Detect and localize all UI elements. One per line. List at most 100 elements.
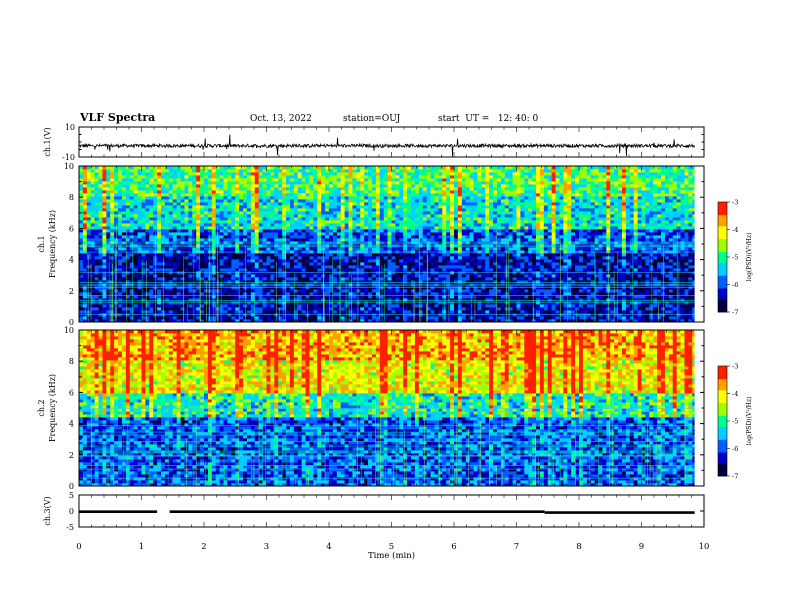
spectrogram-cell [161,181,166,185]
spectrogram-cell [106,187,111,191]
spectrogram-cell [325,241,330,245]
spectrogram-cell [336,184,342,188]
spectrogram-cell [301,184,306,188]
spectrogram-cell [157,277,162,281]
spectrogram-cell [379,169,385,173]
spectrogram-cell [387,319,392,323]
spectrogram-cell [375,298,381,302]
spectrogram-cell [246,166,252,170]
spectrogram-cell [227,295,232,299]
spectrogram-cell [305,217,310,221]
spectrogram-cell [94,214,99,218]
spectrogram-cell [184,199,189,203]
spectrogram-cell [188,193,193,197]
spectrogram-cell [340,214,346,218]
spectrogram-cell [434,199,439,203]
spectrogram-cell [176,277,181,281]
spectrogram-cell [204,166,209,170]
spectrogram-cell [161,250,166,254]
spectrogram-cell [278,220,283,224]
spectrogram-cell [371,190,377,194]
spectrogram-cell [426,265,431,269]
spectrogram-cell [114,292,119,296]
spectrogram-cell [86,175,92,179]
spectrogram-cell [434,289,439,293]
spectrogram-cell [149,262,154,266]
spectrogram-cell [231,202,236,206]
spectrogram-cell [364,298,369,302]
spectrogram-cell [129,256,135,260]
spectrogram-cell [438,310,443,314]
spectrogram-cell [348,304,353,308]
spectrogram-cell [82,232,88,236]
spectrogram-cell [274,193,279,197]
spectrogram-cell [141,277,146,281]
spectrogram-cell [395,247,400,251]
spectrogram-cell [79,232,84,236]
spectrogram-cell [172,319,178,323]
spectrogram-cell [387,256,392,260]
spectrogram-cell [114,274,119,278]
spectrogram-cell [286,184,291,188]
spectrogram-cell [133,226,138,230]
spectrogram-cell [305,298,310,302]
spectrogram-cell [258,211,263,215]
spectrogram-cell [426,211,431,215]
spectrogram-cell [426,181,431,185]
spectrogram-cell [172,175,178,179]
spectrogram-cell [258,217,263,221]
spectrogram-cell [403,307,408,311]
spectrogram-cell [356,166,361,170]
spectrogram-cell [121,265,127,269]
spectrogram-cell [157,256,162,260]
spectrogram-cell [82,274,88,278]
spectrogram-cell [430,226,435,230]
spectrogram-cell [371,250,377,254]
spectrogram-cell [121,199,127,203]
spectrogram-cell [356,226,361,230]
spectrogram-cell [207,304,213,308]
spectrogram-cell [282,259,287,263]
spectrogram-cell [356,190,361,194]
spectrogram-cell [360,298,365,302]
spectrogram-cell [383,235,388,239]
spectrogram-cell [254,265,260,269]
spectrogram-cell [94,292,99,296]
spectrogram-cell [399,235,404,239]
spectrogram-cell [102,295,107,299]
spectrogram-cell [309,199,314,203]
spectrogram-cell [79,199,84,203]
spectrogram-cell [133,208,138,212]
spectrogram-cell [106,262,111,266]
spectrogram-cell [282,295,287,299]
spectrogram-cell [375,304,381,308]
spectrogram-cell [297,193,303,197]
spectrogram-cell [172,184,178,188]
spectrogram-cell [141,259,146,263]
spectrogram-cell [391,208,396,212]
spectrogram-cell [168,310,174,314]
spectrogram-cell [172,292,178,296]
spectrogram-cell [430,169,435,173]
spectrogram-cell [426,226,431,230]
spectrogram-cell [286,238,291,242]
spectrogram-cell [379,235,385,239]
spectrogram-cell [422,307,428,311]
spectrogram-cell [188,298,193,302]
spectrogram-cell [125,235,131,239]
spectrogram-cell [426,214,431,218]
spectrogram-cell [250,199,256,203]
spectrogram-cell [434,301,439,305]
spectrogram-cell [137,268,142,272]
spectrogram-cell [278,169,283,173]
spectrogram-cell [371,205,377,209]
spectrogram-cell [278,190,283,194]
spectrogram-cell [118,199,123,203]
spectrogram-cell [387,169,392,173]
spectrogram-cell [387,307,392,311]
spectrogram-cell [356,193,361,197]
spectrogram-cell [235,241,240,245]
spectrogram-cell [305,226,310,230]
spectrogram-cell [172,265,178,269]
spectrogram-cell [403,172,408,176]
